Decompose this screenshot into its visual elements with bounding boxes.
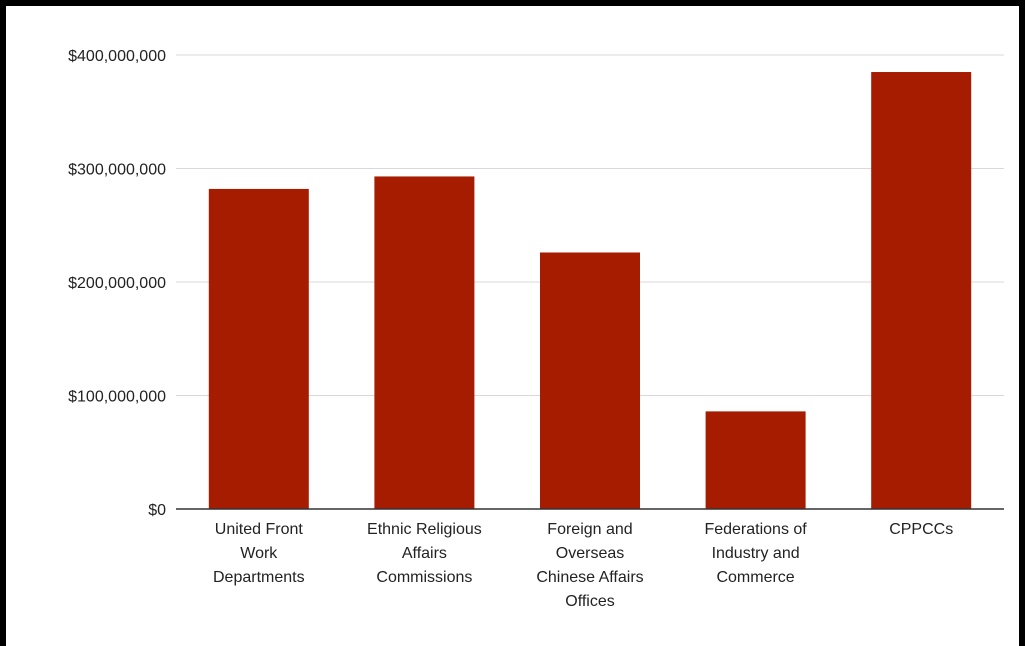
x-tick-label: United Front Work Departments [213, 521, 305, 586]
bar [705, 411, 806, 509]
y-tick-label: $200,000,000 [68, 275, 166, 292]
x-tick-label: Foreign and Overseas Chinese Affairs Office… [536, 521, 643, 610]
x-tick-label-line: Ethnic Religious [367, 521, 482, 538]
x-tick-label-line: Foreign and [547, 521, 632, 538]
x-tick-label-line: Departments [213, 569, 305, 586]
x-tick-label-line: Commerce [716, 569, 794, 586]
x-tick-label: Federations of Industry and Commerce [704, 521, 807, 586]
x-tick-label-line: Chinese Affairs [536, 569, 643, 586]
x-axis-category-labels: United Front Work Departments Ethnic Religi… [213, 521, 953, 610]
x-tick-label-line: Offices [565, 593, 615, 610]
y-tick-label: $300,000,000 [68, 162, 166, 179]
bar [871, 72, 972, 510]
bar [374, 176, 475, 509]
bar-chart: $0 $100,000,000 $200,000,000 $300,000,000 $4… [68, 48, 1004, 610]
x-tick-label-line: Work [240, 545, 278, 562]
y-axis-tick-labels: $0 $100,000,000 $200,000,000 $300,000,000 $4… [68, 48, 166, 519]
x-tick-label-line: Industry and [712, 545, 800, 562]
y-tick-label: $100,000,000 [68, 389, 166, 406]
bar [208, 188, 309, 509]
bars [208, 72, 972, 510]
bar [540, 252, 640, 510]
x-tick-label-line: Overseas [556, 545, 624, 562]
x-tick-label-line: United Front [215, 521, 304, 538]
x-tick-label-line: Commissions [376, 569, 472, 586]
x-tick-label: Ethnic Religious Affairs Commissions [367, 521, 482, 586]
y-tick-label: $400,000,000 [68, 48, 166, 65]
y-tick-label: $0 [148, 502, 166, 519]
x-tick-label-line: Federations of [704, 521, 807, 538]
x-tick-label-line: CPPCCs [889, 521, 953, 538]
x-tick-label: CPPCCs [889, 521, 953, 538]
x-tick-label-line: Affairs [402, 545, 447, 562]
